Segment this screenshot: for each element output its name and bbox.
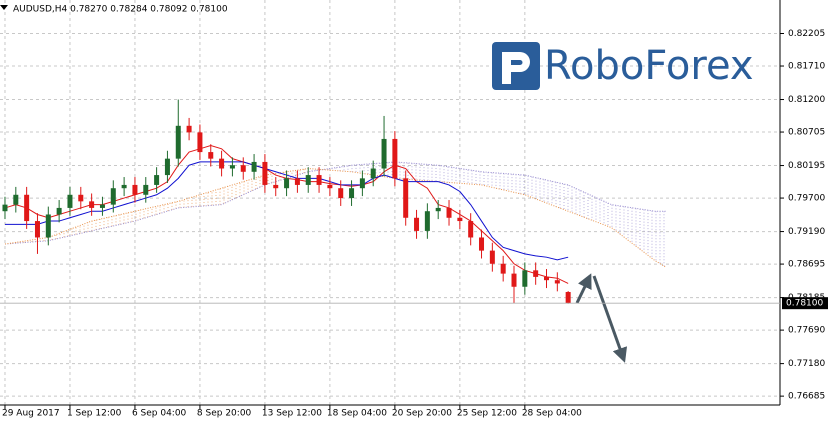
cloud-hatch <box>439 165 481 185</box>
candle-body <box>164 158 170 176</box>
x-tick-label: 13 Sep 12:00 <box>262 409 322 419</box>
cloud-hatch <box>223 175 265 204</box>
cloud-hatch <box>483 171 525 195</box>
candle-body <box>99 204 105 208</box>
candle-body <box>403 178 409 218</box>
chart-header: AUDUSD,H4 0.78270 0.78284 0.78092 0.7810… <box>13 5 228 15</box>
candle-body <box>435 207 441 212</box>
candle-body <box>175 125 181 159</box>
x-tick-label: 8 Sep 20:00 <box>197 409 252 419</box>
candle-body <box>327 184 333 189</box>
candle-body <box>479 237 485 251</box>
x-tick-label: 1 Sep 12:00 <box>67 409 122 419</box>
candle-body <box>522 270 528 287</box>
candle-body <box>457 217 463 222</box>
candle-body <box>89 201 95 208</box>
candle-body <box>154 175 160 185</box>
candle-body <box>240 165 246 172</box>
candle-body <box>500 263 506 274</box>
candle-body <box>262 161 268 185</box>
candle-body <box>543 276 549 281</box>
candle-body <box>489 250 495 264</box>
candle-body <box>468 221 474 238</box>
cloud-hatch <box>611 204 653 259</box>
logo: RoboForex <box>492 42 754 90</box>
candle-body <box>565 292 571 304</box>
x-tick-label: 20 Sep 20:00 <box>392 409 452 419</box>
y-tick-label: 0.77690 <box>788 326 825 336</box>
y-tick-label: 0.80195 <box>788 161 825 171</box>
candle-body <box>56 207 62 215</box>
arrow-up <box>575 273 592 304</box>
candle-body <box>251 161 257 172</box>
x-tick-label: 29 Aug 2017 <box>2 409 60 419</box>
y-tick-label: 0.81200 <box>788 95 825 105</box>
candle-body <box>381 138 387 169</box>
indicator-line <box>4 144 569 284</box>
candle-body <box>45 214 51 238</box>
candle-body <box>294 178 300 185</box>
x-tick-label: 25 Sep 12:00 <box>457 409 517 419</box>
candle-body <box>143 184 149 195</box>
candle-body <box>338 188 344 199</box>
candle-body <box>121 184 127 189</box>
candle-body <box>533 270 539 277</box>
candle-body <box>316 175 322 185</box>
candle-body <box>554 280 560 284</box>
cloud-hatch <box>51 222 89 240</box>
x-tick-label: 18 Sep 04:00 <box>327 409 387 419</box>
candle-body <box>392 138 398 179</box>
candle-body <box>229 165 235 169</box>
candle-body <box>284 178 290 189</box>
candle-body <box>186 125 192 133</box>
candle-body <box>34 221 40 238</box>
candle-body <box>359 178 365 189</box>
candle-body <box>511 273 517 287</box>
candle-body <box>273 184 279 189</box>
y-tick-label: 0.77180 <box>788 359 825 369</box>
logo-glyph <box>502 52 530 84</box>
candle-body <box>197 132 203 153</box>
candle-body <box>208 152 214 159</box>
candle-body <box>24 194 30 222</box>
candle-body <box>78 194 84 202</box>
candle-body <box>13 194 19 205</box>
candle-body <box>219 158 225 169</box>
y-tick-label: 0.80705 <box>788 128 825 138</box>
y-tick-label: 0.79190 <box>788 227 825 237</box>
cloud-hatch <box>571 186 609 227</box>
candle-body <box>446 207 452 218</box>
cloud-hatch <box>135 201 177 221</box>
current-price-box <box>782 297 828 310</box>
x-tick-label: 6 Sep 04:00 <box>132 409 187 419</box>
candle-body <box>2 204 8 212</box>
cloud-span-a <box>4 161 666 245</box>
candle-body <box>349 188 355 199</box>
candle-body <box>305 175 311 185</box>
candle-body <box>67 194 73 208</box>
candle-body <box>132 184 138 195</box>
y-tick-label: 0.81710 <box>788 62 825 72</box>
candle-body <box>414 217 420 231</box>
candle-body <box>110 188 116 205</box>
logo-text: RoboForex <box>544 43 754 89</box>
cloud-hatch <box>527 175 569 212</box>
current-price-label: 0.78100 <box>786 299 823 309</box>
arrow-down <box>592 275 628 363</box>
y-tick-label: 0.76685 <box>788 392 825 402</box>
cloud-hatch <box>655 211 665 267</box>
candle-body <box>424 211 430 231</box>
y-tick-label: 0.82205 <box>788 29 825 39</box>
y-tick-label: 0.78695 <box>788 260 825 270</box>
menu-triangle[interactable] <box>0 5 8 10</box>
y-tick-label: 0.79700 <box>788 194 825 204</box>
cloud-hatch <box>91 211 133 231</box>
x-tick-label: 28 Sep 04:00 <box>522 409 582 419</box>
candle-body <box>370 168 376 179</box>
cloud-hatch <box>179 188 221 208</box>
